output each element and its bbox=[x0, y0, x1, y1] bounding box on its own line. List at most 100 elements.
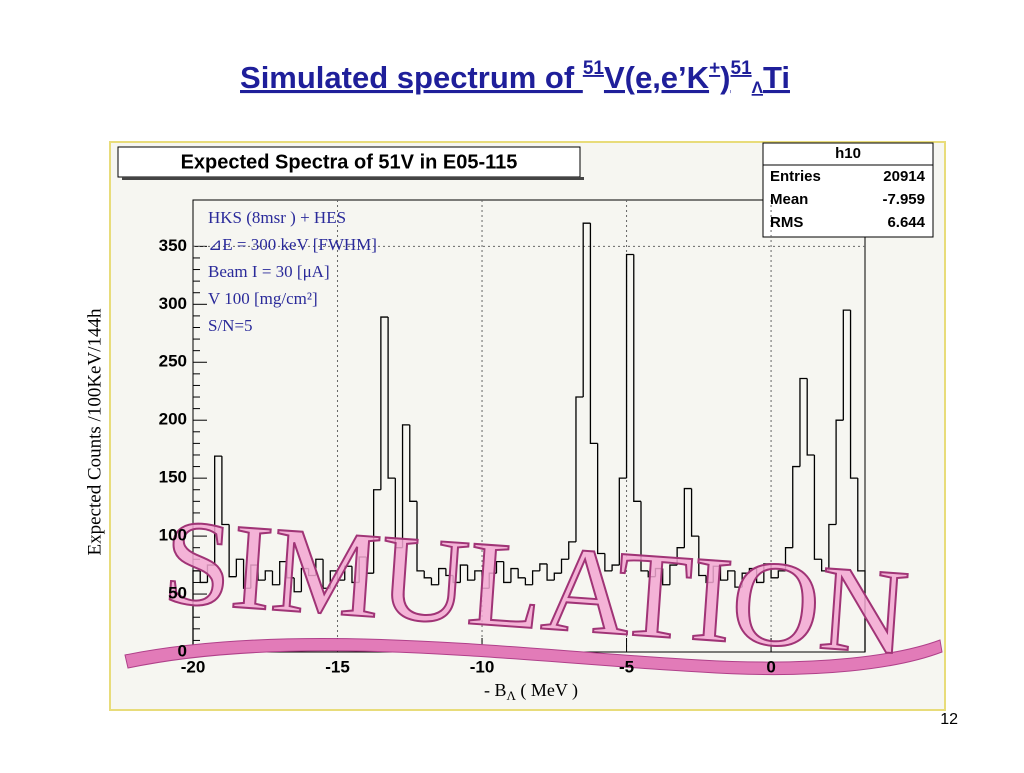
histogram-bin bbox=[647, 570, 656, 578]
y-tick-label: 50 bbox=[168, 584, 187, 603]
y-axis-label: Expected Counts /100KeV/144h bbox=[84, 308, 105, 555]
histogram-bin bbox=[517, 568, 526, 579]
title-part: 51 bbox=[731, 58, 753, 79]
histogram-bin bbox=[351, 566, 360, 584]
histogram-bin bbox=[221, 456, 230, 526]
y-tick-label: 100 bbox=[159, 526, 187, 545]
y-tick-label: 250 bbox=[159, 352, 187, 371]
x-label-part: - B bbox=[484, 680, 507, 700]
histogram-bin bbox=[640, 501, 649, 572]
histogram-bin bbox=[727, 570, 735, 581]
title-part: Λ bbox=[752, 78, 764, 97]
histogram-bin bbox=[683, 487, 692, 548]
histogram-bin bbox=[416, 501, 425, 572]
histogram-bin bbox=[438, 567, 446, 585]
histogram-bin bbox=[358, 556, 367, 583]
histogram-bin bbox=[510, 567, 519, 583]
title-part: ) bbox=[720, 60, 730, 95]
x-tick-label: -5 bbox=[619, 657, 634, 676]
annotation: ⊿E = 300 keV [FWHM] bbox=[208, 235, 377, 254]
histogram-bin bbox=[466, 565, 475, 581]
histogram-bin bbox=[329, 570, 338, 589]
title-box bbox=[117, 146, 581, 178]
histogram-bin bbox=[553, 572, 562, 581]
histogram-bin bbox=[835, 419, 844, 525]
histogram-bin bbox=[293, 577, 302, 593]
page-number: 12 bbox=[940, 711, 958, 728]
title-part: 51 bbox=[583, 58, 605, 79]
histogram-bin bbox=[777, 570, 786, 578]
x-label-part: ( MeV ) bbox=[516, 680, 578, 701]
histogram-bin bbox=[755, 568, 764, 584]
histogram-bin bbox=[654, 567, 663, 577]
x-tick-label: -15 bbox=[325, 657, 350, 676]
histogram-bin bbox=[763, 563, 772, 583]
histogram-bin bbox=[698, 536, 707, 577]
histogram-bin bbox=[582, 222, 591, 398]
histogram-bin bbox=[849, 310, 858, 479]
x-tick-label: -20 bbox=[181, 657, 206, 676]
histogram-bin bbox=[495, 560, 504, 574]
title-part: V(e,e’K bbox=[604, 60, 710, 95]
histogram-bin bbox=[264, 570, 273, 581]
x-axis-label: - BΛ ( MeV ) bbox=[484, 680, 578, 703]
histogram-bin bbox=[604, 553, 613, 572]
histogram-bin bbox=[365, 556, 374, 574]
y-tick-label: 150 bbox=[159, 468, 187, 487]
histogram-bin bbox=[372, 489, 381, 574]
stats-value: -7.959 bbox=[882, 191, 925, 208]
histogram-bin bbox=[820, 559, 829, 572]
annotation: S/N=5 bbox=[208, 316, 253, 335]
histogram-bin bbox=[322, 559, 331, 589]
histogram-bin bbox=[315, 558, 324, 576]
histogram-bin bbox=[806, 378, 815, 456]
histogram-bin bbox=[625, 253, 634, 479]
x-tick-label: -10 bbox=[470, 657, 495, 676]
y-tick-label: 350 bbox=[159, 236, 187, 255]
annotation: HKS (8msr ) + HES bbox=[208, 208, 346, 227]
histogram-bin bbox=[423, 570, 432, 579]
histogram-bin bbox=[719, 566, 728, 581]
histogram-bin bbox=[206, 564, 215, 583]
annotation: V 100 [mg/cm²] bbox=[208, 289, 318, 308]
histogram-bin bbox=[531, 570, 540, 585]
histogram-bin bbox=[770, 563, 779, 579]
histogram-bin bbox=[199, 570, 208, 584]
watermark-swoosh bbox=[124, 638, 943, 675]
title-part: Ti bbox=[763, 60, 790, 95]
histogram-bin bbox=[524, 577, 533, 586]
histogram-bin bbox=[857, 478, 866, 652]
histogram-bin bbox=[300, 567, 309, 592]
histogram-bin bbox=[712, 565, 721, 583]
histogram-bin bbox=[560, 558, 569, 574]
histogram-bin bbox=[503, 561, 511, 584]
histogram-bin bbox=[387, 317, 396, 479]
y-tick-label: 200 bbox=[159, 410, 187, 429]
histogram-bin bbox=[336, 570, 345, 581]
histogram-bin bbox=[459, 564, 468, 583]
histogram-bin bbox=[214, 455, 222, 566]
histogram-bin bbox=[589, 223, 598, 445]
histogram-bin bbox=[307, 568, 316, 577]
histogram-bin bbox=[596, 443, 605, 555]
histogram-bin bbox=[539, 563, 548, 571]
x-tick-label: 0 bbox=[766, 657, 775, 676]
stats-box bbox=[762, 142, 934, 238]
histogram-bin bbox=[633, 254, 641, 502]
histogram-bin bbox=[474, 570, 483, 581]
stats-name: h10 bbox=[835, 145, 861, 162]
histogram-bin bbox=[705, 575, 714, 584]
histogram-bin bbox=[611, 564, 620, 571]
histogram-bin bbox=[430, 577, 439, 586]
chart-title: Expected Spectra of 51V in E05-115 bbox=[181, 151, 518, 173]
y-tick-label: 0 bbox=[178, 641, 187, 660]
stats-label: RMS bbox=[770, 214, 803, 231]
histogram-bin bbox=[792, 465, 800, 548]
annotation: Beam I = 30 [μA] bbox=[208, 262, 330, 281]
histogram-bin bbox=[618, 477, 627, 566]
stats-label: Entries bbox=[770, 168, 821, 185]
histogram-bin bbox=[546, 563, 555, 581]
histogram-bin bbox=[250, 564, 259, 589]
histogram-bin bbox=[401, 424, 410, 548]
